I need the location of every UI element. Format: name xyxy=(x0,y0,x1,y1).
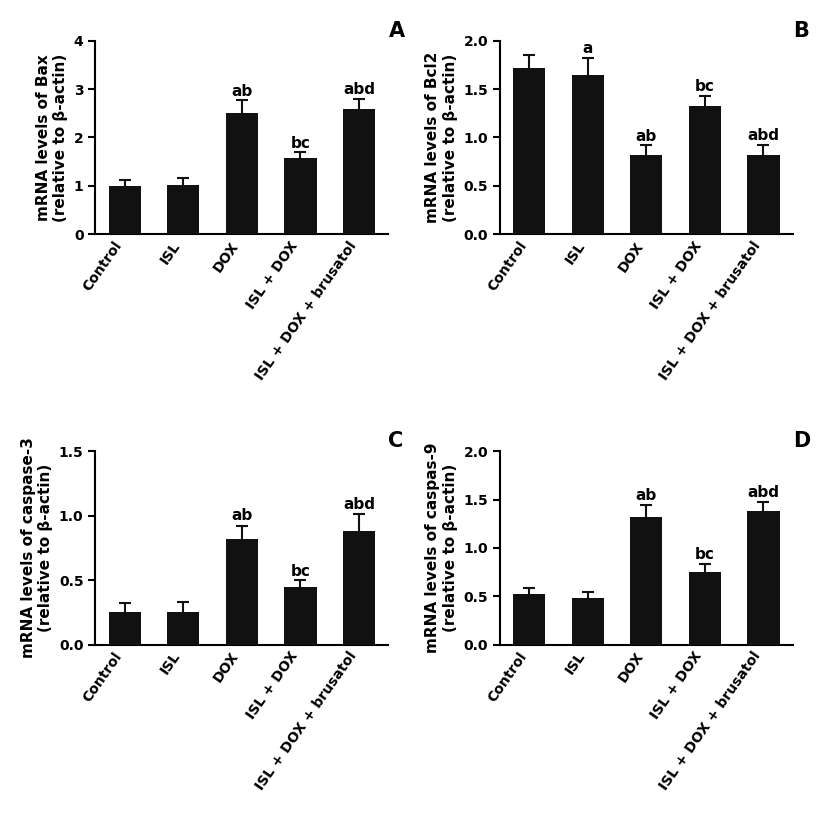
Text: ab: ab xyxy=(636,129,657,144)
Y-axis label: mRNA levels of caspas-9
(relative to β-actin): mRNA levels of caspas-9 (relative to β-a… xyxy=(425,443,458,653)
Y-axis label: mRNA levels of Bax
(relative to β-actin): mRNA levels of Bax (relative to β-actin) xyxy=(36,54,68,221)
Text: bc: bc xyxy=(291,136,310,151)
Text: abd: abd xyxy=(748,129,779,143)
Bar xyxy=(167,185,199,234)
Bar xyxy=(630,517,662,645)
Text: ab: ab xyxy=(231,84,253,98)
Text: ab: ab xyxy=(231,509,253,523)
Bar xyxy=(689,572,721,645)
Text: abd: abd xyxy=(748,484,779,500)
Bar xyxy=(572,598,604,645)
Bar xyxy=(343,109,375,234)
Text: bc: bc xyxy=(695,79,715,94)
Bar xyxy=(226,539,258,645)
Bar xyxy=(167,612,199,645)
Text: bc: bc xyxy=(291,564,310,579)
Bar xyxy=(284,158,317,234)
Bar xyxy=(514,594,545,645)
Text: bc: bc xyxy=(695,548,715,562)
Bar xyxy=(689,106,721,234)
Bar xyxy=(109,186,141,234)
Text: abd: abd xyxy=(343,82,375,98)
Y-axis label: mRNA levels of caspase-3
(relative to β-actin): mRNA levels of caspase-3 (relative to β-… xyxy=(21,437,53,659)
Text: B: B xyxy=(793,21,809,41)
Bar xyxy=(747,511,779,645)
Text: A: A xyxy=(388,21,405,41)
Bar xyxy=(284,587,317,645)
Bar xyxy=(747,155,779,234)
Text: abd: abd xyxy=(343,497,375,512)
Text: C: C xyxy=(388,431,404,451)
Bar xyxy=(572,75,604,234)
Text: a: a xyxy=(583,42,593,56)
Y-axis label: mRNA levels of Bcl2
(relative to β-actin): mRNA levels of Bcl2 (relative to β-actin… xyxy=(425,52,458,223)
Bar xyxy=(630,155,662,234)
Bar xyxy=(226,113,258,234)
Bar xyxy=(514,68,545,234)
Bar xyxy=(343,532,375,645)
Bar xyxy=(109,612,141,645)
Text: D: D xyxy=(793,431,810,451)
Text: ab: ab xyxy=(636,488,657,504)
